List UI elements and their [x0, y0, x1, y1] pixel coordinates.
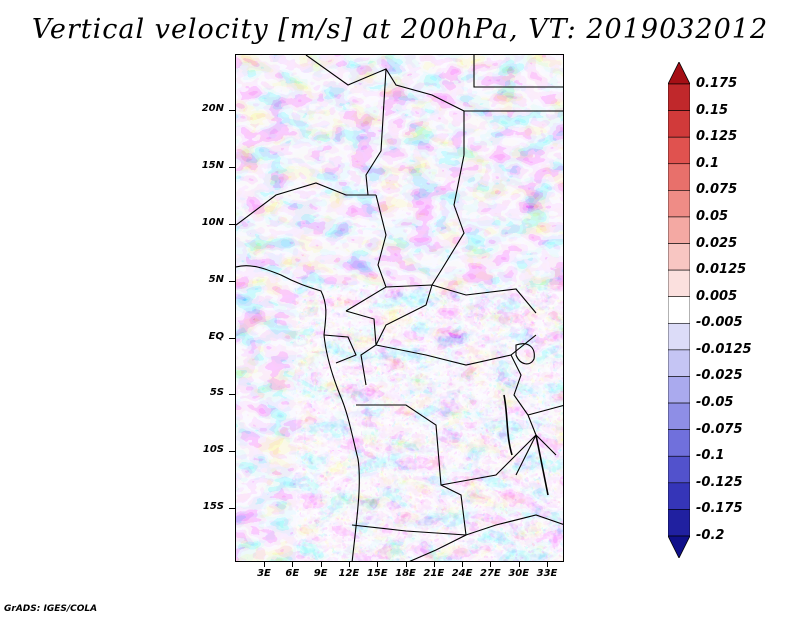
- colorbar-label: -0.125: [696, 474, 743, 490]
- border-east: [510, 354, 537, 476]
- lon-label-3e: 3E: [257, 568, 271, 579]
- colorbar-segment: [668, 349, 690, 377]
- lat-label-10n: 10N: [201, 217, 224, 228]
- lon-tick: [490, 562, 492, 567]
- lat-tick: [229, 338, 235, 339]
- lat-label-15n: 15N: [201, 160, 224, 171]
- lat-label-eq: EQ: [208, 331, 224, 342]
- border-zambia: [440, 434, 557, 486]
- colorbar-segment: [668, 402, 690, 430]
- lat-tick: [229, 394, 235, 395]
- colorbar-label: 0.125: [696, 129, 738, 145]
- colorbar-label: -0.005: [696, 315, 743, 331]
- colorbar-segment: [668, 110, 690, 138]
- colorbar-label: 0.15: [696, 102, 729, 118]
- colorbar-segment: [668, 83, 690, 111]
- border-chad: [431, 154, 465, 286]
- lon-label-12e: 12E: [338, 568, 360, 579]
- lon-label-6e: 6E: [285, 568, 300, 579]
- colorbar-label: -0.1: [696, 448, 725, 464]
- grads-credit: GrADS: IGES/COLA: [4, 604, 98, 614]
- colorbar-label: 0.0125: [696, 262, 747, 278]
- colorbar-segment: [668, 216, 690, 244]
- lon-tick: [433, 562, 435, 567]
- lon-tick: [462, 562, 464, 567]
- colorbar-segment: [668, 455, 690, 484]
- colorbar-segment: [668, 322, 690, 351]
- lake-victoria: [515, 343, 535, 365]
- lat-tick: [229, 451, 235, 452]
- lon-tick: [518, 562, 520, 567]
- border-nigeria: [236, 182, 376, 226]
- colorbar: [668, 62, 690, 558]
- colorbar-label: -0.175: [696, 501, 743, 517]
- lat-label-20n: 20N: [201, 103, 224, 114]
- border-cameroon: [345, 194, 387, 312]
- border-drc: [375, 284, 537, 366]
- colorbar-label: -0.05: [696, 395, 734, 411]
- lat-label-15s: 15S: [202, 501, 224, 512]
- border-angola: [356, 404, 467, 561]
- colorbar-segment: [668, 269, 690, 298]
- colorbar-segment: [668, 482, 690, 510]
- lake-tanganyika: [503, 394, 513, 456]
- lat-label-10s: 10S: [202, 444, 224, 455]
- colorbar-label: -0.2: [696, 528, 725, 543]
- lon-label-33e: 33E: [536, 568, 558, 579]
- border-egypt: [473, 55, 563, 88]
- lat-tick: [229, 508, 235, 509]
- lake-malawi: [535, 434, 549, 496]
- lon-tick: [377, 562, 379, 567]
- colorbar-label: 0.025: [696, 235, 738, 251]
- colorbar-segment: [668, 509, 690, 537]
- country-borders: [236, 55, 563, 561]
- lon-tick: [405, 562, 407, 567]
- lat-tick: [229, 224, 235, 225]
- lon-tick: [320, 562, 322, 567]
- chart-title: Vertical velocity [m/s] at 200hPa, VT: 2…: [31, 14, 769, 45]
- field-fine-texture: [296, 285, 563, 561]
- map-panel: [235, 54, 564, 562]
- border-tanzania: [527, 404, 563, 416]
- colorbar-segment: [668, 190, 690, 218]
- colorbar-label: 0.05: [696, 208, 729, 224]
- colorbar-segment: [668, 376, 690, 404]
- colorbar-segment: [668, 163, 690, 191]
- lat-tick: [229, 167, 235, 168]
- lat-label-5s: 5S: [209, 387, 224, 398]
- colorbar-label: 0.075: [696, 182, 738, 198]
- vertical-velocity-field: [236, 55, 563, 561]
- colorbar-label: 0.175: [696, 76, 738, 91]
- lat-label-5n: 5N: [208, 274, 224, 285]
- colorbar-bottom-arrow: [668, 535, 690, 558]
- lon-tick: [264, 562, 265, 567]
- colorbar-label: 0.005: [696, 288, 738, 304]
- colorbar-segment: [668, 136, 690, 165]
- colorbar-segment: [668, 429, 690, 457]
- lat-tick: [229, 110, 235, 111]
- lon-label-18e: 18E: [395, 568, 416, 579]
- border-south: [351, 514, 563, 536]
- border-car: [385, 284, 537, 314]
- lon-label-27e: 27E: [480, 568, 501, 579]
- colorbar-top-arrow: [668, 62, 690, 85]
- coastline-west: [236, 265, 360, 561]
- lon-label-15e: 15E: [366, 568, 388, 579]
- colorbar-segment: [668, 243, 690, 271]
- colorbar-label: 0.1: [696, 155, 720, 171]
- lon-tick: [292, 562, 294, 567]
- colorbar-label: -0.0125: [696, 341, 752, 357]
- lon-tick: [348, 562, 350, 567]
- lon-label-21e: 21E: [423, 568, 445, 579]
- lon-tick: [547, 562, 548, 567]
- border-north-2: [365, 68, 387, 196]
- colorbar-label: -0.025: [696, 368, 743, 384]
- colorbar-segment: [668, 296, 690, 324]
- lon-label-9e: 9E: [313, 568, 328, 579]
- colorbar-label: -0.075: [696, 421, 743, 437]
- lon-label-30e: 30E: [508, 568, 530, 579]
- lat-tick: [229, 281, 235, 282]
- lon-label-24e: 24E: [451, 568, 473, 579]
- border-gabon: [323, 334, 357, 364]
